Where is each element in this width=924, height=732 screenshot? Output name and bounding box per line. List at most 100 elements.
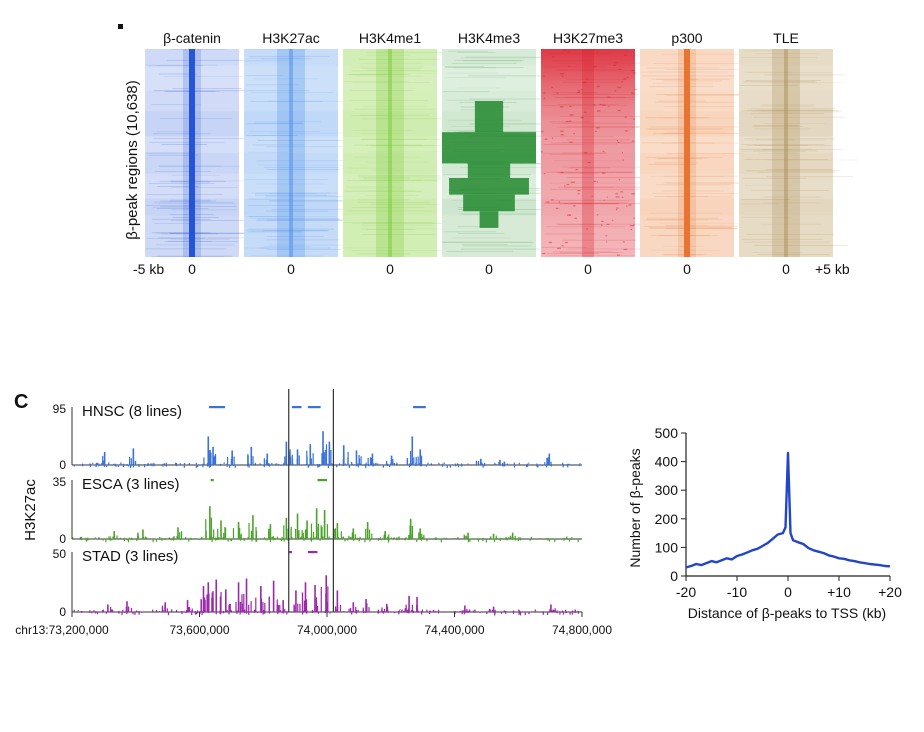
heatmap-column: H3K4me3 0	[442, 30, 559, 277]
track-peak	[511, 532, 514, 539]
track-noise	[529, 538, 531, 541]
track-noise	[505, 610, 507, 614]
heatmap-speckle	[601, 220, 604, 222]
track-peak-shoulder	[323, 452, 325, 465]
track-noise	[328, 536, 330, 539]
heatmap-speckle	[624, 130, 629, 132]
track-peak	[416, 596, 418, 612]
track-peak-shoulder	[299, 603, 301, 612]
heatmap-speckle	[606, 223, 610, 226]
track-noise	[302, 610, 305, 613]
chart-x-tick-label: -10	[727, 584, 747, 600]
heatmap-noise	[659, 222, 746, 224]
track-peak-shoulder	[415, 457, 417, 465]
track-peak-shoulder	[417, 456, 419, 465]
track-noise	[264, 610, 266, 614]
heatmap-noise	[755, 109, 831, 111]
heatmap-noise	[247, 49, 308, 51]
heatmap-noise	[348, 74, 411, 76]
track-noise	[119, 537, 122, 540]
track-noise	[377, 463, 379, 466]
track-peak-shoulder	[322, 447, 324, 465]
heatmap-speckle	[596, 127, 600, 129]
heatmap-speckle	[596, 51, 599, 53]
track-noise	[476, 538, 478, 540]
track-noise	[482, 537, 484, 542]
track-noise	[574, 609, 576, 613]
heatmap-noise	[249, 131, 321, 132]
track-peak-shoulder	[122, 609, 124, 612]
heatmap-noise	[354, 108, 436, 110]
track-peak-shoulder	[408, 534, 410, 539]
track-noise	[81, 463, 84, 467]
heatmap-speckle	[569, 114, 574, 116]
heatmap-speckle	[596, 85, 600, 87]
heatmap-center-signal	[277, 49, 305, 257]
track-noise	[132, 611, 134, 615]
heatmap-noise	[356, 253, 410, 255]
track-noise	[365, 462, 367, 466]
track-noise	[109, 536, 112, 538]
heatmap-band	[739, 153, 833, 174]
heatmap-speckle	[559, 106, 564, 108]
track-peak-shoulder	[225, 527, 227, 539]
heatmap-band	[343, 65, 437, 91]
track-peak	[252, 515, 254, 539]
track-peak-shoulder	[554, 608, 556, 612]
track-noise	[524, 611, 526, 616]
heatmap-noise	[757, 254, 830, 255]
track-peak-shoulder	[550, 461, 552, 465]
track-peak-shoulder	[211, 592, 213, 612]
track-noise	[141, 611, 144, 613]
heatmap-noise	[358, 176, 450, 178]
heatmap-speckle	[617, 141, 620, 144]
heatmap-noise	[741, 151, 806, 153]
heatmap-speckle	[622, 159, 625, 161]
track-noise	[363, 611, 365, 614]
heatmap-noise	[369, 169, 425, 171]
track-noise	[170, 538, 172, 541]
heatmap-speckle	[556, 92, 559, 94]
track-noise	[367, 464, 370, 467]
heatmap-noise	[352, 129, 413, 131]
heatmap-noise	[157, 237, 245, 239]
track-peak-shoulder	[210, 517, 212, 539]
track-peak	[282, 600, 284, 612]
heatmap-noise	[257, 218, 340, 220]
track-noise	[87, 537, 89, 541]
heatmap-noise	[145, 152, 190, 154]
track-noise	[300, 537, 302, 539]
track-noise	[138, 463, 140, 468]
track-peak-shoulder	[337, 605, 339, 612]
track-noise	[126, 538, 129, 541]
track-noise	[477, 538, 480, 542]
track-noise	[172, 537, 174, 540]
track-noise	[421, 609, 424, 612]
heatmap-noise	[741, 110, 784, 112]
heatmap-noise	[359, 180, 422, 181]
track-peak-shoulder	[552, 609, 554, 612]
track-noise	[220, 611, 222, 615]
track-x-tick-label: 74,800,000	[552, 623, 612, 637]
heatmap-noise	[763, 123, 826, 124]
track-noise	[117, 464, 119, 468]
heatmap-speckle	[616, 207, 619, 209]
heatmap-noise	[463, 60, 522, 62]
heatmap-speckle	[624, 54, 628, 56]
heatmap-tss-block	[467, 163, 511, 178]
heatmap-noise	[360, 138, 427, 140]
track-peak	[142, 529, 144, 539]
heatmap-band	[244, 90, 338, 112]
track-noise	[541, 464, 543, 467]
track-noise	[124, 611, 126, 613]
track-peak	[132, 448, 135, 465]
track-peak-shoulder	[112, 610, 114, 612]
track-noise	[426, 609, 428, 613]
track-noise	[283, 538, 285, 542]
track-noise	[113, 463, 115, 466]
track-peak-shoulder	[284, 456, 286, 465]
track-noise	[126, 464, 128, 466]
track-peak-shoulder	[306, 456, 308, 465]
track-noise	[506, 463, 509, 466]
heatmap-noise	[657, 117, 737, 119]
